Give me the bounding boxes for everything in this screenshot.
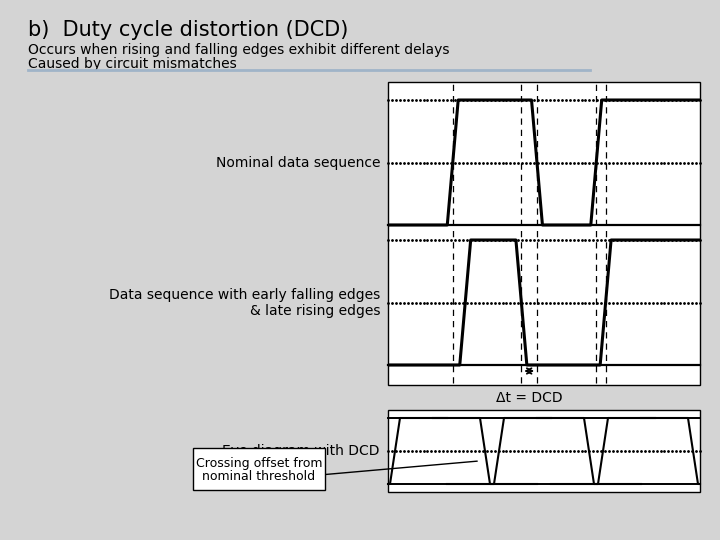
FancyBboxPatch shape xyxy=(193,448,325,490)
FancyBboxPatch shape xyxy=(388,82,700,385)
Text: Data sequence with early falling edges: Data sequence with early falling edges xyxy=(109,287,380,301)
Text: Crossing offset from: Crossing offset from xyxy=(196,457,323,470)
Text: nominal threshold: nominal threshold xyxy=(202,469,315,483)
Text: Eye diagram with DCD: Eye diagram with DCD xyxy=(222,444,380,458)
Text: b)  Duty cycle distortion (DCD): b) Duty cycle distortion (DCD) xyxy=(28,20,348,40)
Text: Δt = DCD: Δt = DCD xyxy=(496,391,562,405)
FancyBboxPatch shape xyxy=(388,410,700,492)
Text: Nominal data sequence: Nominal data sequence xyxy=(215,156,380,170)
Text: & late rising edges: & late rising edges xyxy=(250,303,380,318)
Text: Caused by circuit mismatches: Caused by circuit mismatches xyxy=(28,57,237,71)
Text: Occurs when rising and falling edges exhibit different delays: Occurs when rising and falling edges exh… xyxy=(28,43,449,57)
